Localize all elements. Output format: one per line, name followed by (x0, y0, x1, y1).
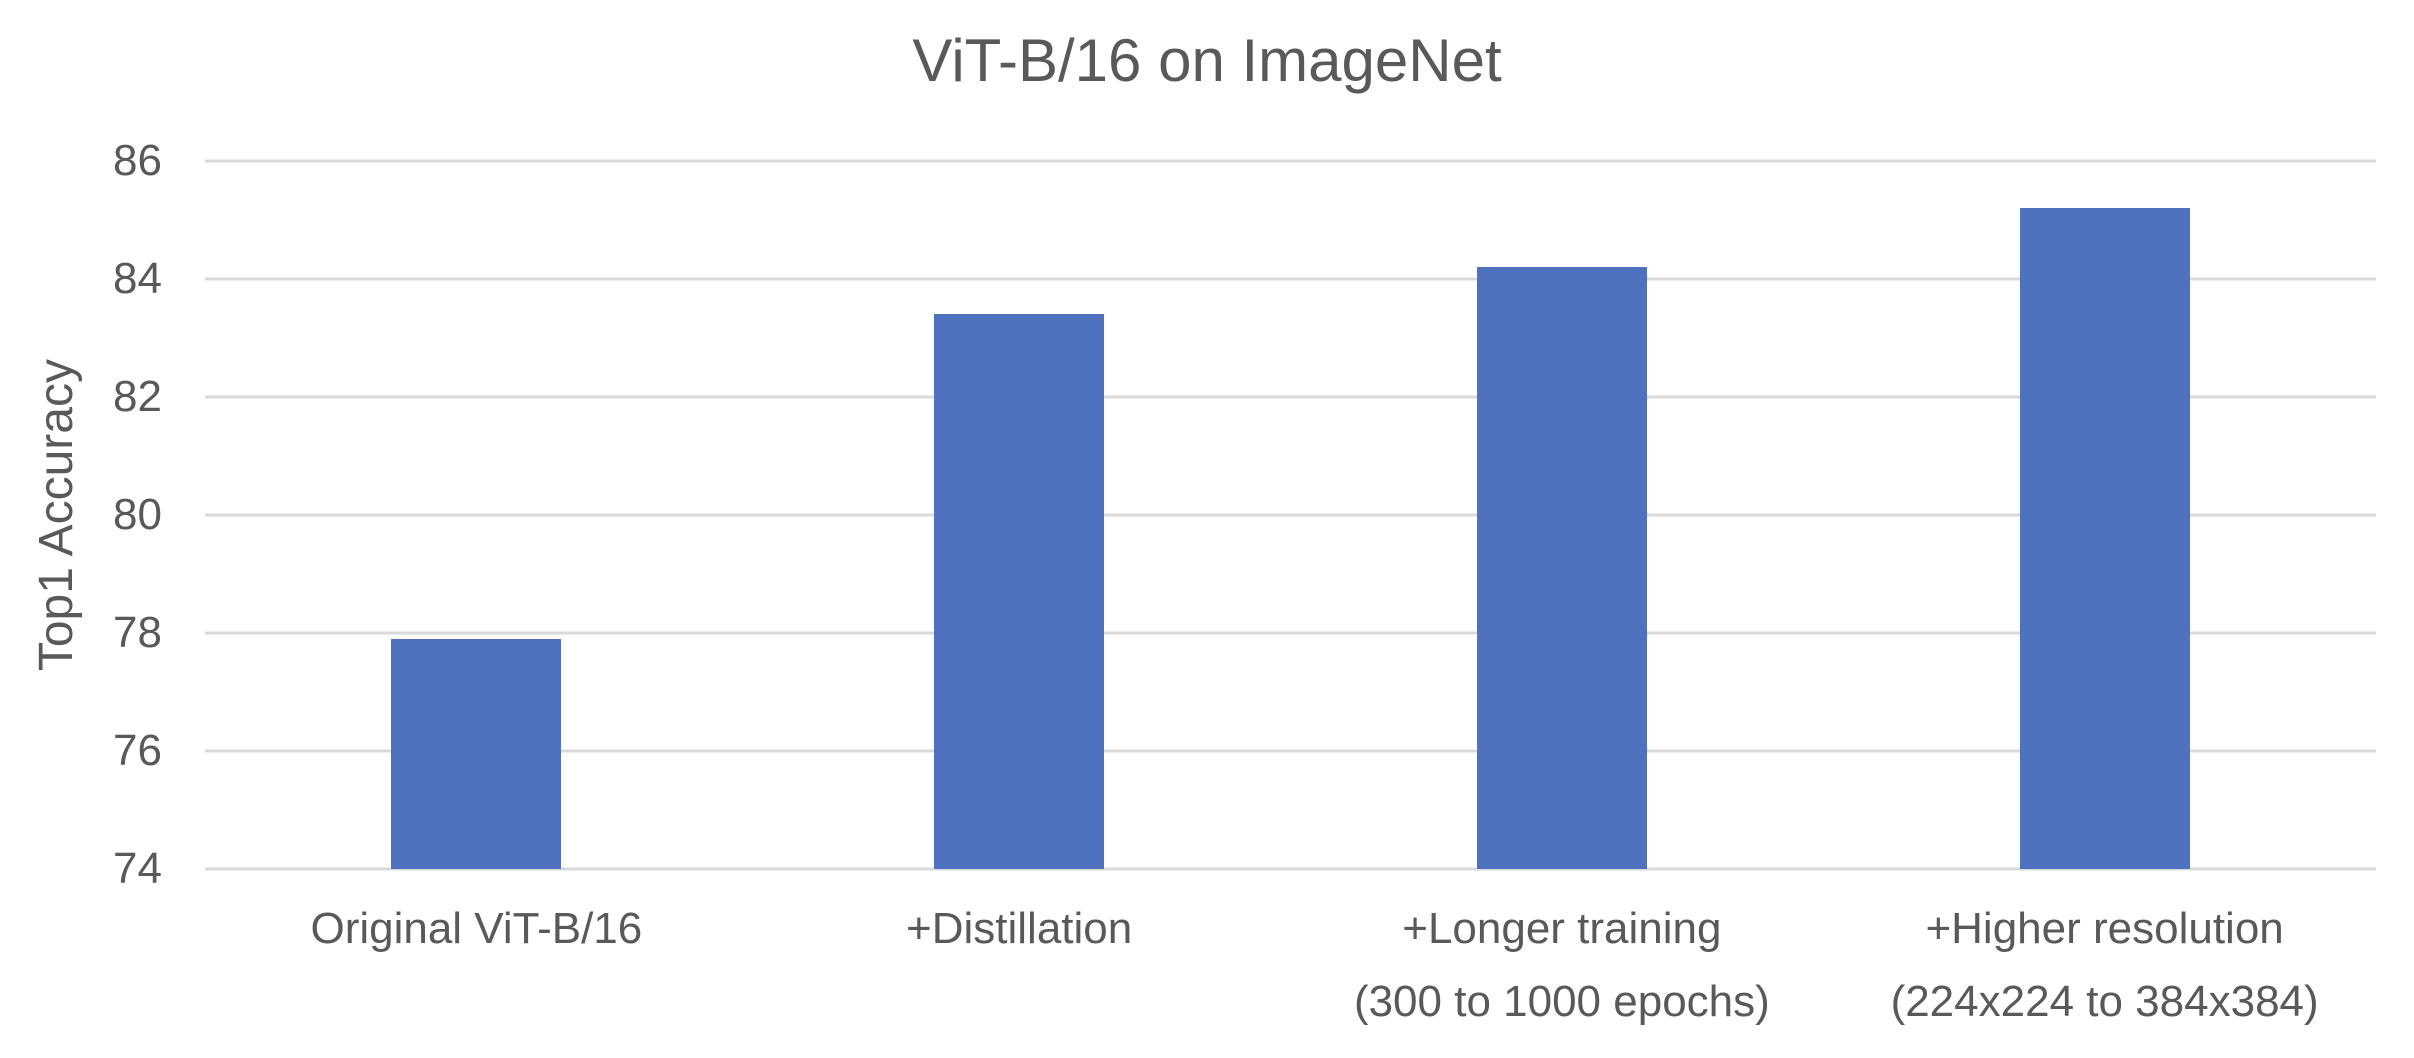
gridline (205, 159, 2376, 163)
x-category-label: Original ViT-B/16 (205, 892, 748, 965)
y-tick-label: 78 (113, 608, 162, 657)
x-category-label: +Distillation (748, 892, 1291, 965)
y-tick-label: 84 (113, 254, 162, 303)
bar (1476, 267, 1647, 869)
x-category-label: +Higher resolution (224x224 to 384x384) (1833, 892, 2376, 1038)
x-category-label-line: +Higher resolution (1925, 904, 2284, 953)
y-axis-tick-labels: 74 76 78 80 82 84 86 (0, 139, 162, 891)
plot-area (205, 159, 2376, 871)
gridline (205, 749, 2376, 753)
bar (391, 638, 562, 869)
gridline (205, 867, 2376, 871)
x-category-label: +Longer training (300 to 1000 epochs) (1291, 892, 1834, 1038)
gridline (205, 395, 2376, 399)
y-tick-label: 86 (113, 136, 162, 185)
gridline (205, 513, 2376, 517)
gridline (205, 631, 2376, 635)
x-category-label-line: Original ViT-B/16 (310, 904, 643, 953)
chart-title: ViT-B/16 on ImageNet (912, 27, 1502, 94)
x-axis-category-labels: Original ViT-B/16 +Distillation +Longer tr… (205, 892, 2376, 1052)
y-tick-label: 80 (113, 490, 162, 539)
bar (2019, 208, 2190, 869)
x-category-label-line: +Distillation (906, 904, 1133, 953)
y-tick-label: 82 (113, 372, 162, 421)
x-category-label-line: +Longer training (1402, 904, 1722, 953)
y-tick-label: 76 (113, 726, 162, 775)
x-category-label-line: (224x224 to 384x384) (1890, 977, 2319, 1026)
y-tick-label: 74 (113, 844, 162, 893)
gridline (205, 277, 2376, 281)
bar (934, 314, 1105, 869)
x-category-label-line: (300 to 1000 epochs) (1353, 977, 1770, 1026)
